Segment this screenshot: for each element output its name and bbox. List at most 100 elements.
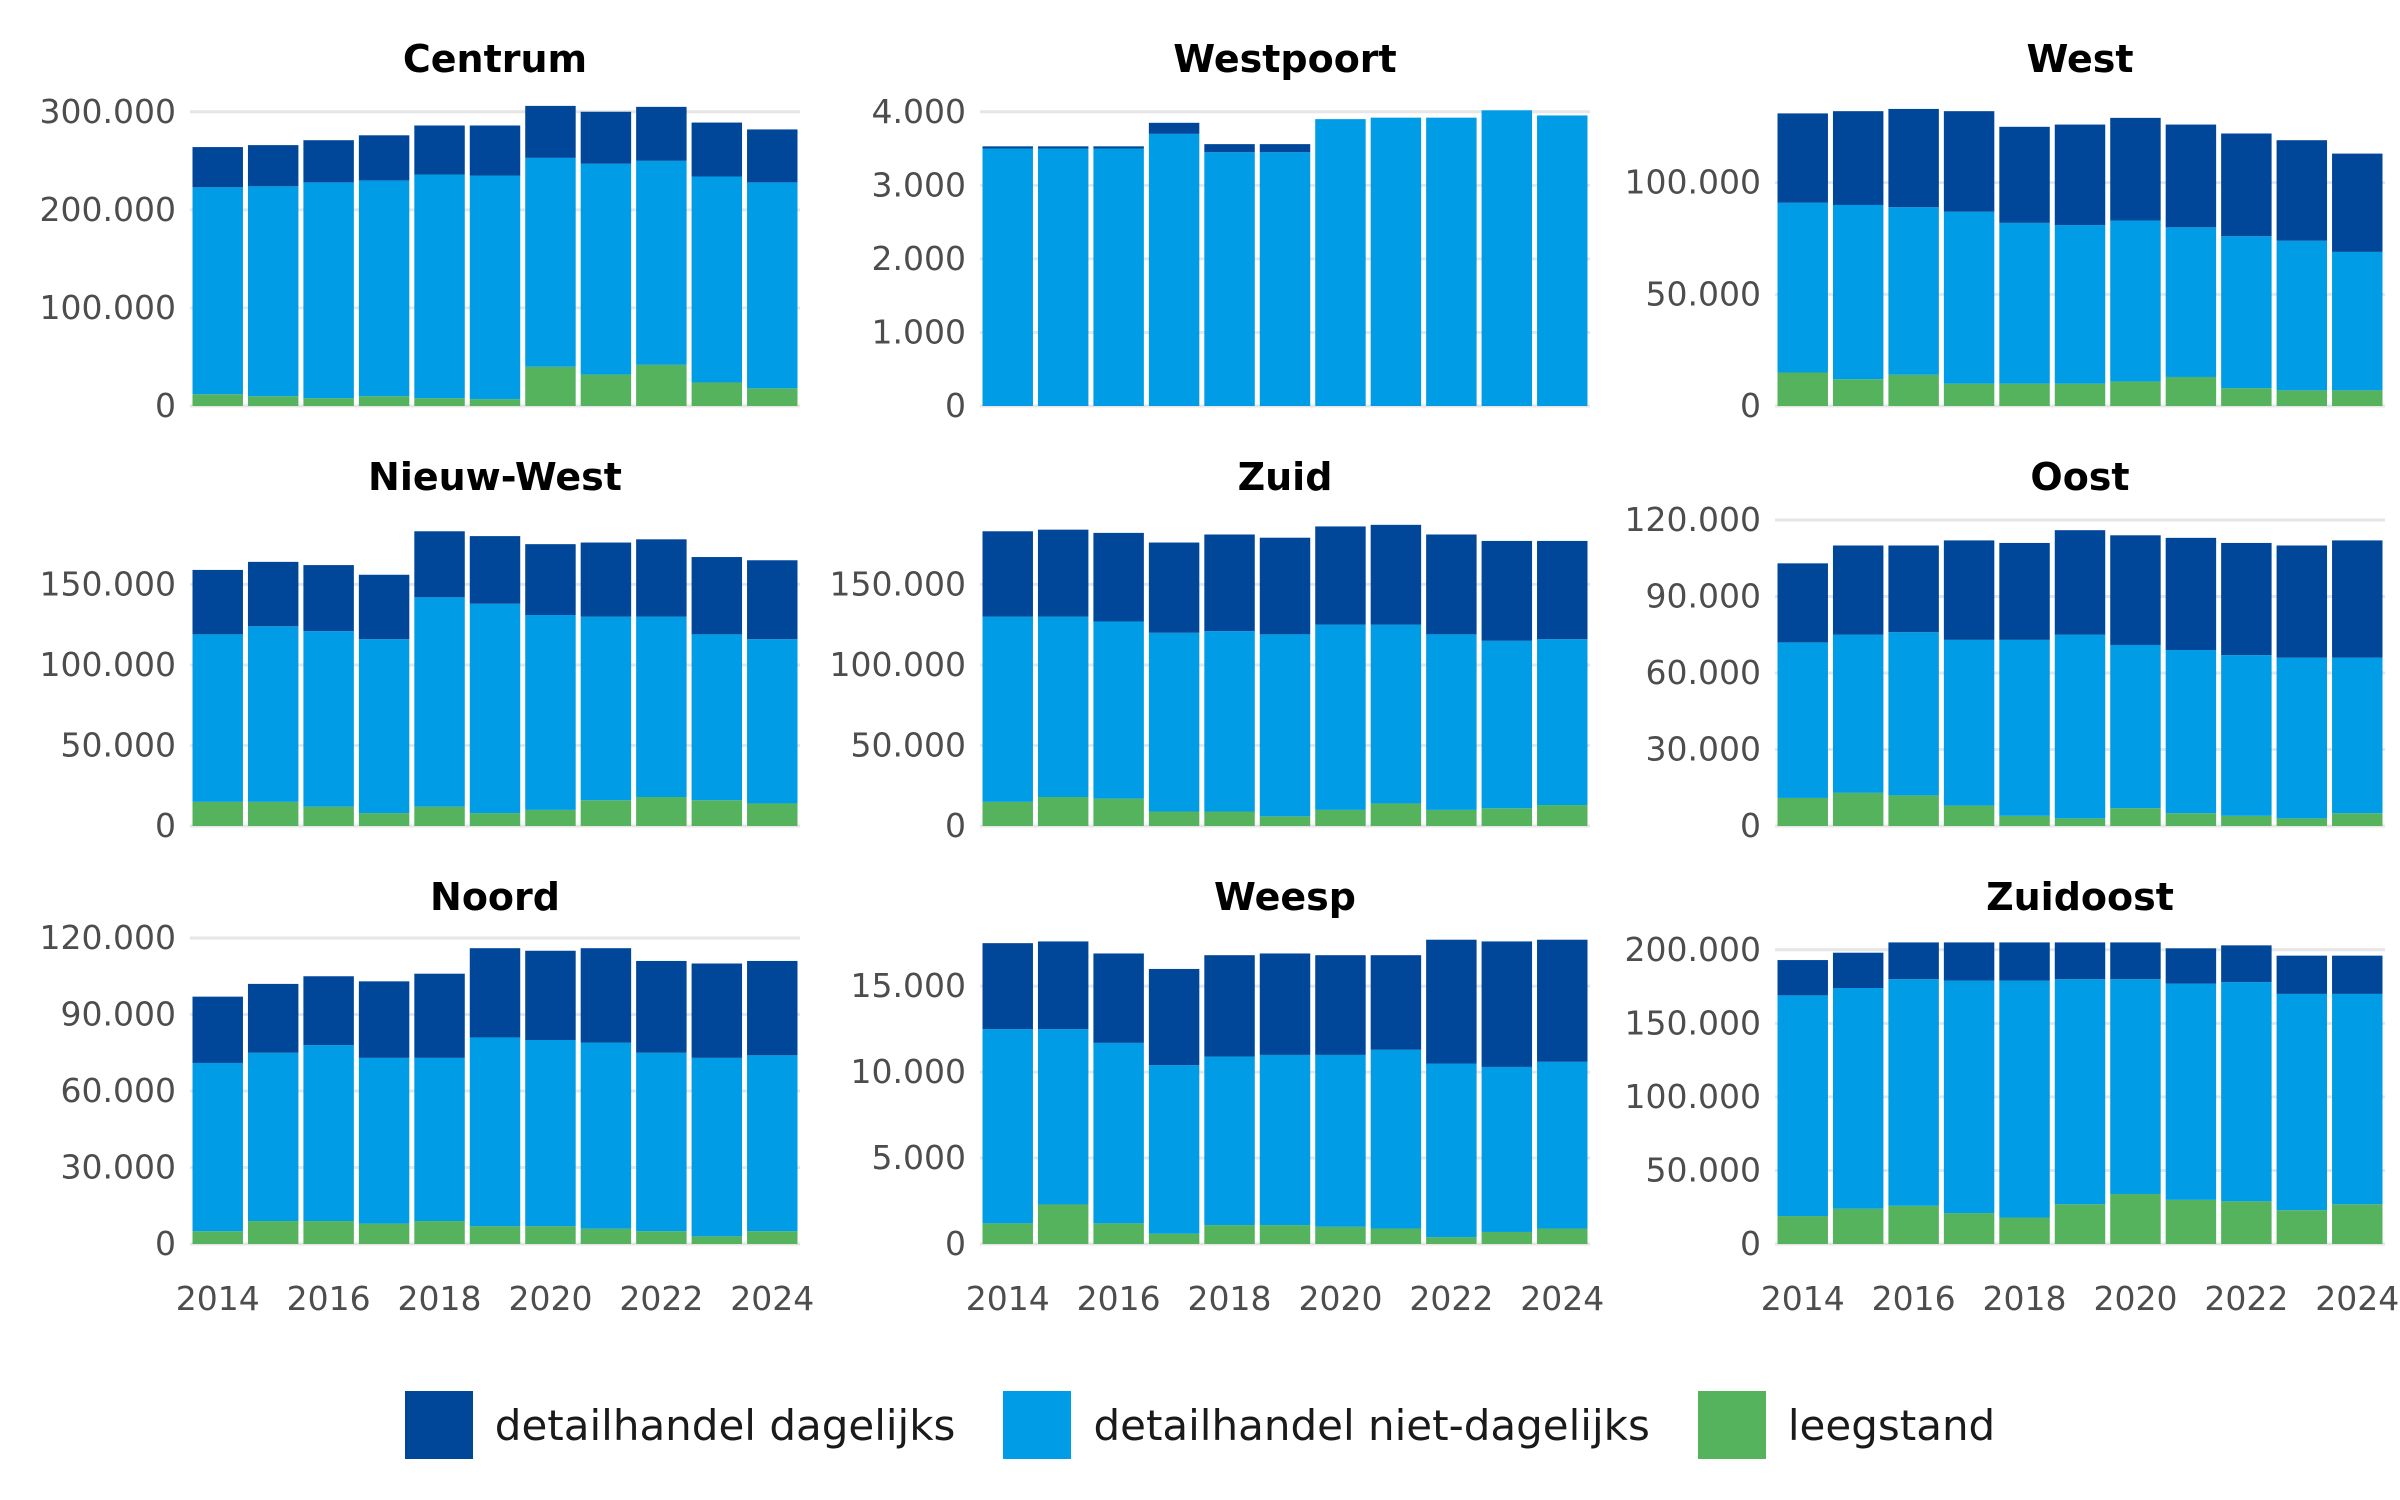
bar-segment bbox=[1204, 631, 1255, 812]
bar-segment bbox=[1370, 117, 1422, 407]
bar-segment bbox=[1832, 988, 1884, 1209]
y-tick-label: 50.000 bbox=[1646, 1150, 1761, 1189]
bar-segment bbox=[1037, 1029, 1089, 1205]
bar-segment bbox=[525, 950, 576, 1040]
x-tick-label: 2016 bbox=[1872, 1279, 1956, 1318]
y-tick-label: 50.000 bbox=[851, 725, 966, 764]
bar-segment bbox=[691, 963, 743, 1058]
bar-segment bbox=[2054, 942, 2106, 980]
bar-segment bbox=[1259, 953, 1311, 1055]
bar-segment bbox=[1148, 122, 1200, 134]
bar-segment bbox=[247, 983, 299, 1053]
legend-item-niet-dagelijks: detailhandel niet-dagelijks bbox=[1003, 1391, 1650, 1459]
bar-segment bbox=[414, 806, 465, 826]
bar-segment bbox=[358, 981, 410, 1058]
bar-segment bbox=[691, 1236, 743, 1244]
bar-segment bbox=[1777, 995, 1828, 1217]
x-tick-label: 2022 bbox=[1409, 1279, 1493, 1318]
bar-segment bbox=[1370, 1049, 1422, 1229]
bar-segment bbox=[1777, 563, 1828, 643]
bar-segment bbox=[1370, 955, 1422, 1050]
bar-segment bbox=[1148, 811, 1200, 826]
bar-segment bbox=[1315, 1226, 1366, 1244]
y-tick-label: 30.000 bbox=[61, 1148, 176, 1187]
bar-segment bbox=[414, 125, 465, 175]
y-tick-label: 0 bbox=[155, 386, 176, 425]
bar-segment bbox=[2276, 818, 2328, 826]
bar-segment bbox=[1999, 639, 2050, 816]
bar-segment bbox=[2110, 808, 2161, 826]
bar-segment bbox=[1259, 1054, 1311, 1226]
bar-segment bbox=[636, 539, 687, 617]
bar-segment bbox=[192, 394, 243, 406]
y-tick-label: 300.000 bbox=[40, 92, 176, 131]
bar-segment bbox=[525, 157, 576, 367]
bar-segment bbox=[1148, 632, 1200, 812]
bar-segment bbox=[469, 399, 521, 406]
bar-segment bbox=[2332, 251, 2383, 391]
x-tick-label: 2014 bbox=[1761, 1279, 1845, 1318]
bar-segment bbox=[1315, 1054, 1366, 1227]
bar-segment bbox=[2110, 942, 2161, 980]
bar-segment bbox=[1777, 113, 1828, 203]
bar-segment bbox=[1537, 1061, 1588, 1229]
bar-segment bbox=[1832, 111, 1884, 205]
legend-label: detailhandel niet-dagelijks bbox=[1093, 1400, 1650, 1450]
bar-segment bbox=[247, 801, 299, 826]
bar-segment bbox=[1888, 979, 1939, 1206]
panel-title: Nieuw-West bbox=[368, 455, 622, 499]
bar-segment bbox=[1888, 632, 1939, 796]
bar-segment bbox=[2110, 1193, 2161, 1244]
bar-segment bbox=[2054, 1204, 2106, 1244]
bar-segment bbox=[1888, 795, 1939, 826]
bar-segment bbox=[580, 1042, 632, 1229]
bar-segment bbox=[1259, 1225, 1311, 1244]
bar-segment bbox=[1037, 941, 1089, 1030]
bar-segment bbox=[636, 364, 687, 406]
bar-segment bbox=[1888, 207, 1939, 375]
bar-segment bbox=[1426, 1237, 1477, 1244]
bar-segment bbox=[2110, 644, 2161, 809]
bar-segment bbox=[2165, 983, 2217, 1200]
bar-segment bbox=[1537, 115, 1588, 406]
bar-segment bbox=[747, 1055, 798, 1232]
bar-segment bbox=[358, 639, 410, 814]
bar-segment bbox=[2221, 655, 2272, 816]
bar-segment bbox=[469, 1037, 521, 1227]
y-tick-label: 5.000 bbox=[872, 1138, 966, 1177]
bar-segment bbox=[580, 374, 632, 406]
bar-segment bbox=[747, 560, 798, 640]
x-tick-label: 2020 bbox=[1298, 1279, 1382, 1318]
bar-segment bbox=[303, 1221, 354, 1244]
bar-segment bbox=[2276, 390, 2328, 406]
bar-segment bbox=[636, 616, 687, 798]
y-tick-label: 0 bbox=[945, 1224, 966, 1263]
bar-segment bbox=[1093, 1223, 1144, 1244]
bar-segment bbox=[1370, 624, 1422, 804]
bar-segment bbox=[580, 948, 632, 1043]
bar-segment bbox=[1204, 152, 1255, 406]
bar-segment bbox=[303, 976, 354, 1046]
y-tick-label: 0 bbox=[1740, 1224, 1761, 1263]
bar-segment bbox=[1426, 534, 1477, 635]
bar-segment bbox=[1093, 148, 1144, 406]
bar-segment bbox=[1832, 204, 1884, 380]
bar-segment bbox=[525, 1040, 576, 1227]
bar-segment bbox=[303, 631, 354, 807]
bar-segment bbox=[1537, 939, 1588, 1062]
bar-segment bbox=[1999, 1217, 2050, 1244]
bar-segment bbox=[1426, 1063, 1477, 1238]
x-tick-label: 2014 bbox=[176, 1279, 260, 1318]
bar-segment bbox=[691, 800, 743, 826]
bar-segment bbox=[636, 960, 687, 1053]
y-tick-label: 50.000 bbox=[61, 725, 176, 764]
bar-segment bbox=[636, 1052, 687, 1232]
legend-item-dagelijks: detailhandel dagelijks bbox=[404, 1391, 955, 1459]
bar-segment bbox=[247, 396, 299, 406]
bar-segment bbox=[1888, 1205, 1939, 1244]
bar-segment bbox=[2276, 240, 2328, 391]
bar-segment bbox=[2165, 376, 2217, 406]
bar-segment bbox=[1832, 952, 1884, 989]
bar-segment bbox=[1481, 110, 1533, 406]
bar-segment bbox=[1537, 1228, 1588, 1244]
